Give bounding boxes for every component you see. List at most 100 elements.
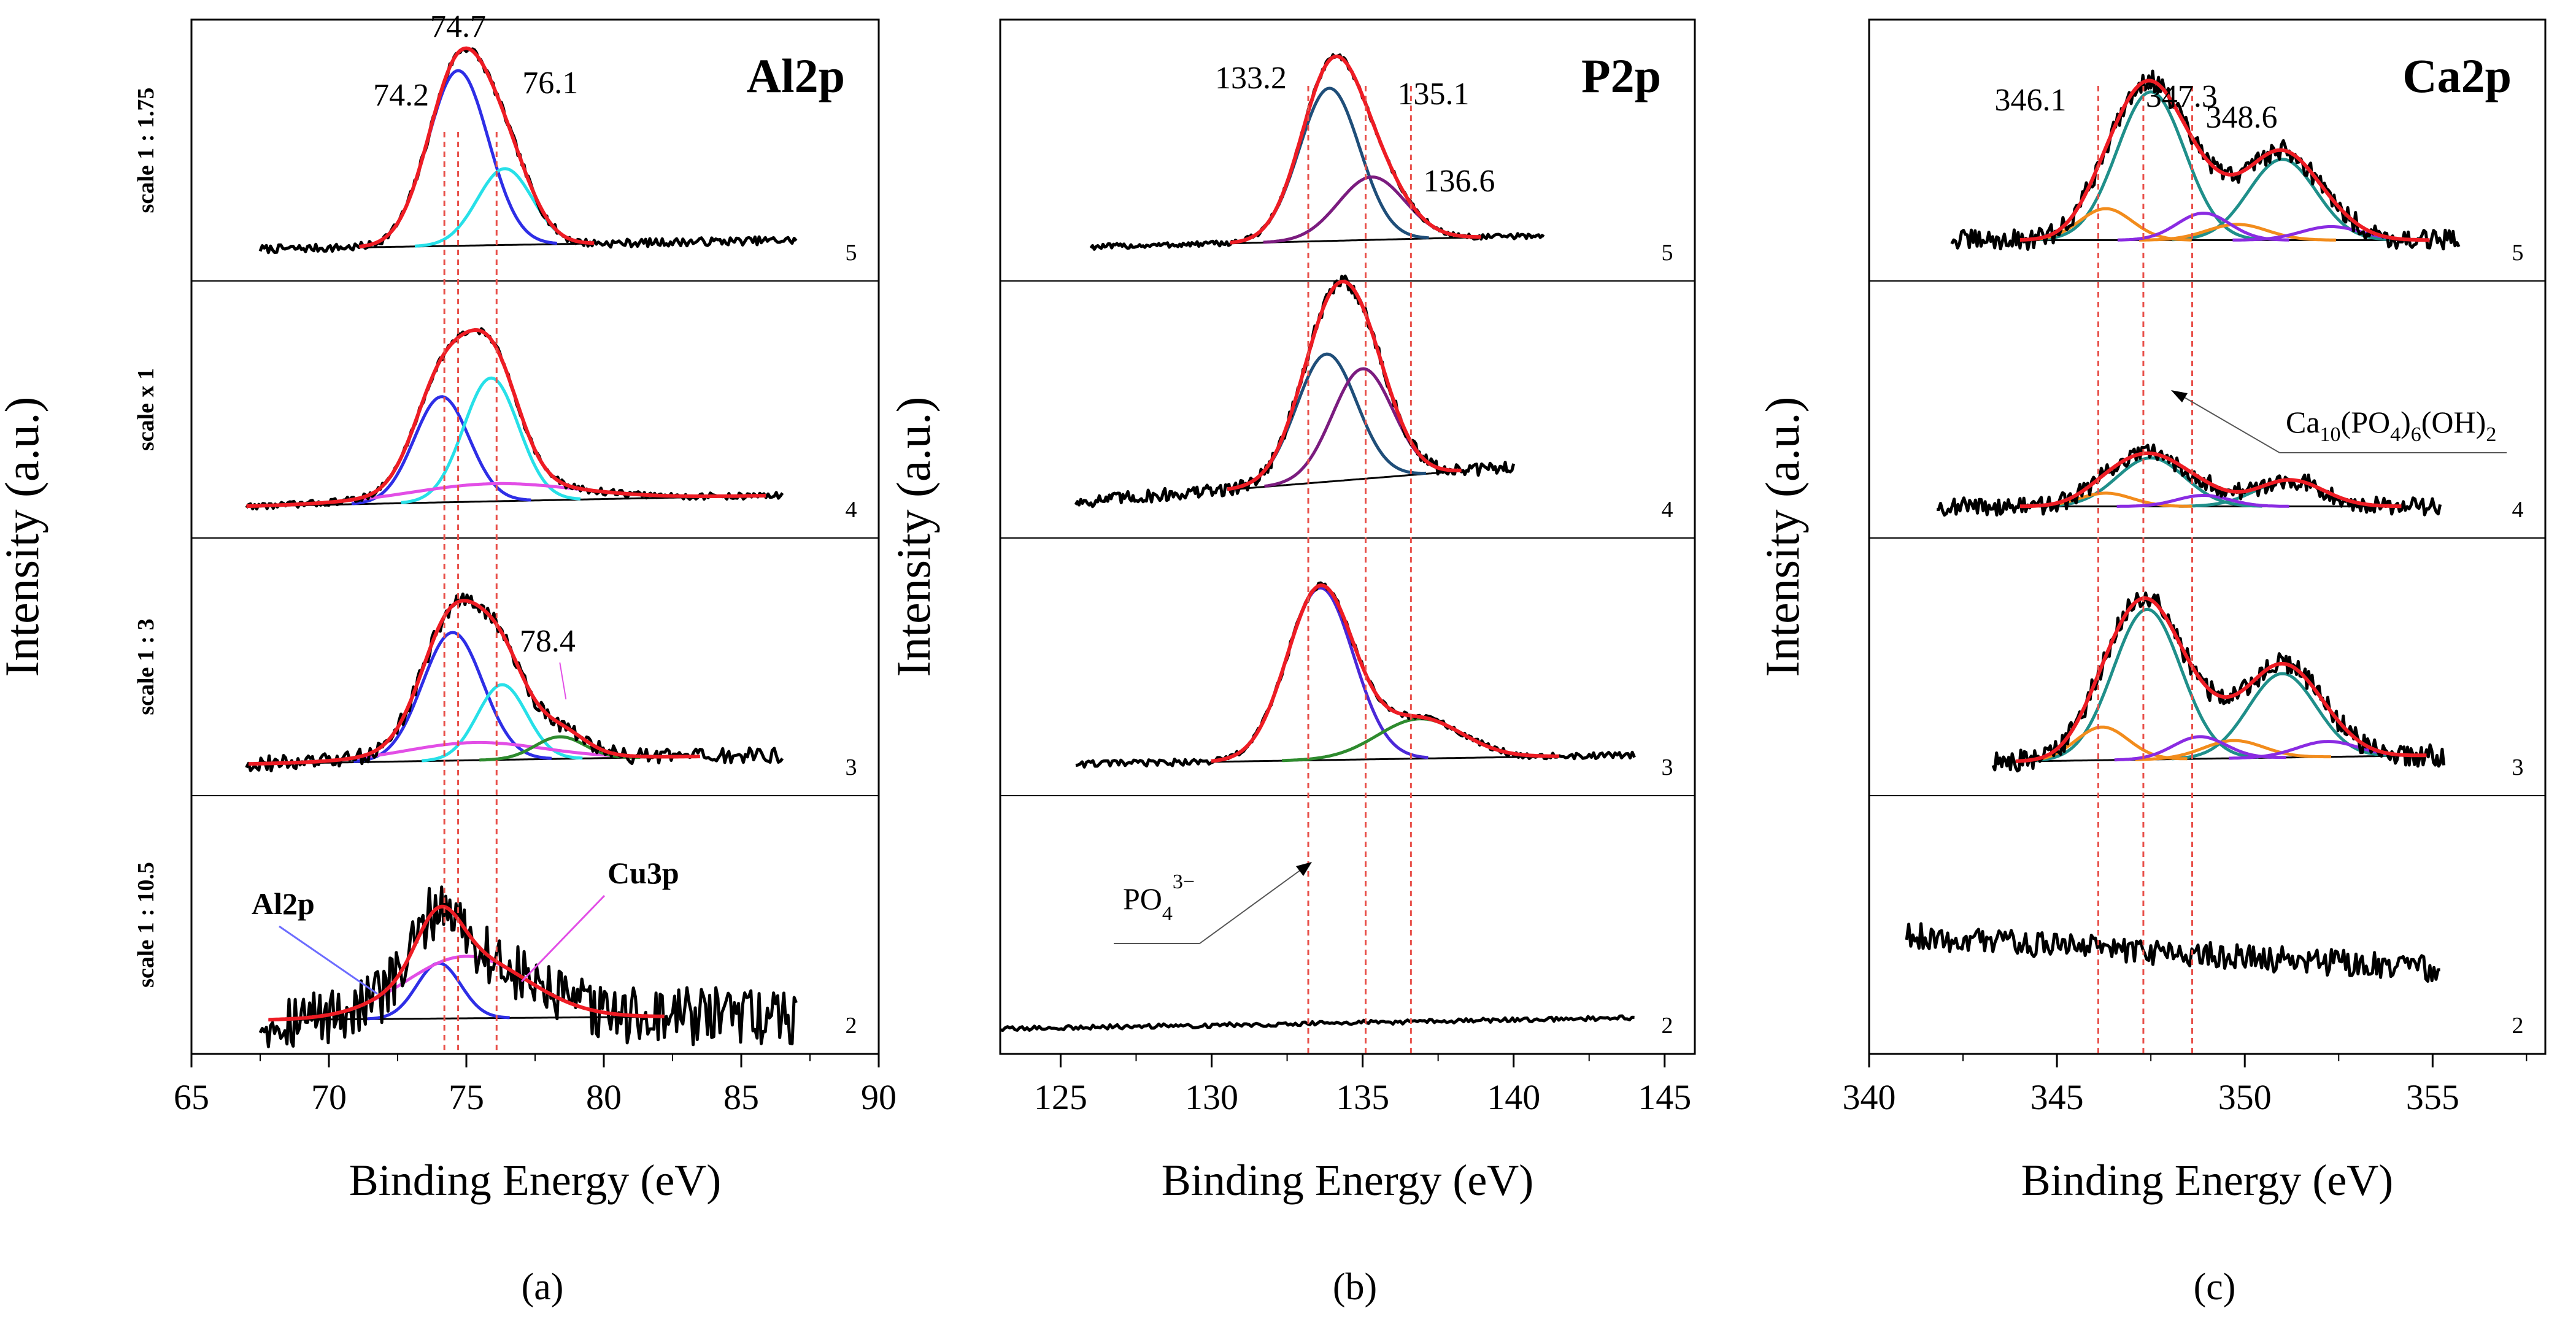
spectrum-row-3 [1991, 591, 2446, 773]
spectrum-row-3 [1075, 581, 1636, 769]
component-label-al2p: Al2p [252, 886, 315, 921]
sample-number: 2 [1662, 1013, 1673, 1039]
component-peak [351, 395, 531, 505]
x-tick-label: 140 [1487, 1077, 1540, 1117]
x-tick-label: 355 [2406, 1077, 2459, 1117]
component-peak [2172, 158, 2393, 242]
y-axis-title: Intensity (a.u.) [1756, 396, 1809, 677]
peak-label: 346.1 [1994, 83, 2066, 118]
spectrum-row-5 [1089, 53, 1545, 251]
component-peak [2138, 223, 2336, 242]
raw-spectrum [1074, 274, 1516, 509]
raw-spectrum [1075, 581, 1636, 769]
panel-title: Al2p [747, 49, 845, 102]
formula-part: 4 [2390, 423, 2401, 446]
formula-part: (OH) [2421, 405, 2486, 439]
x-tick-label: 65 [174, 1077, 209, 1117]
panel-title: P2p [1581, 49, 1661, 102]
x-axis-title: Binding Energy (eV) [2021, 1156, 2394, 1205]
formula-part: 10 [2320, 423, 2341, 446]
sample-number: 2 [846, 1013, 857, 1039]
fitted-envelope [1211, 583, 1559, 763]
panel-a: 65 70 75 80 85 90 Binding Energy (eV) (a) Intens… [0, 9, 897, 1308]
spectrum-row-2 [1905, 922, 2440, 983]
sample-number: 5 [1662, 240, 1673, 266]
x-tick-label: 75 [449, 1077, 484, 1117]
annotation-leader [279, 925, 378, 995]
panel-tag: (c) [2194, 1266, 2236, 1308]
x-tick-label: 345 [2030, 1077, 2084, 1117]
x-axis-title: Binding Energy (eV) [1162, 1156, 1534, 1205]
annotation-leader [2181, 395, 2280, 453]
spectrum-row-4 [1937, 443, 2442, 517]
fitted-envelope [358, 46, 595, 248]
peak-label: 133.2 [1215, 61, 1287, 96]
component-peak [1264, 367, 1462, 488]
background-line [1211, 755, 1560, 763]
sample-number: 3 [846, 755, 857, 780]
fitted-envelope [1227, 279, 1462, 491]
component-peak [353, 631, 552, 763]
spectrum-row-2 [1000, 1014, 1635, 1032]
panel-title: Ca2p [2402, 49, 2512, 102]
component-peak [2117, 211, 2289, 242]
raw-spectrum [1000, 1014, 1635, 1032]
formula-part: (PO [2341, 405, 2391, 439]
sample-number: 4 [1662, 497, 1673, 523]
formula-part: ) [2401, 405, 2411, 439]
po4-main: PO [1123, 882, 1162, 916]
annotation-leader [559, 662, 567, 700]
scale-label: scale x 1 [133, 368, 159, 451]
y-axis-title: Intensity (a.u.) [0, 396, 48, 677]
po4-sup: 3− [1173, 870, 1195, 893]
fitted-envelope [2019, 79, 2430, 242]
formula-part: 2 [2486, 423, 2496, 446]
fitted-envelope [2019, 451, 2402, 509]
peak-label: 347.3 [2146, 79, 2218, 114]
po4-sub: 4 [1162, 902, 1173, 925]
peak-label: 76.1 [522, 66, 578, 101]
x-tick-label: 350 [2218, 1077, 2272, 1117]
species-label-hydroxyapatite: Ca10(PO4)6(OH)2 [2286, 405, 2496, 446]
peak-label: 348.6 [2206, 100, 2278, 135]
x-tick-label: 340 [1843, 1077, 1896, 1117]
x-tick-label: 80 [586, 1077, 622, 1117]
component-peak [2116, 494, 2289, 508]
fitted-envelope [248, 599, 700, 766]
component-peak [2036, 607, 2259, 763]
fitted-envelope [1230, 54, 1481, 245]
component-peak [2171, 672, 2394, 761]
peak-label: 74.7 [430, 9, 486, 44]
spectrum-row-4 [1074, 274, 1516, 509]
background-line [2015, 754, 2427, 763]
panel-tag: (b) [1333, 1266, 1377, 1308]
sample-number: 5 [846, 240, 857, 266]
x-tick-label: 90 [861, 1077, 897, 1117]
x-tick-label: 135 [1336, 1077, 1389, 1117]
sample-number: 3 [2512, 755, 2524, 780]
component-peak [401, 376, 581, 504]
background-line [359, 242, 595, 248]
peak-label: 135.1 [1398, 77, 1470, 112]
spectrum-row-4 [245, 327, 784, 511]
x-tick-label: 70 [311, 1077, 347, 1117]
raw-spectrum [1905, 922, 2440, 983]
annotation-leader [520, 894, 606, 983]
panel-tag: (a) [522, 1266, 564, 1308]
component-peak [421, 683, 583, 763]
component-peak [479, 735, 641, 762]
peak-label: 74.2 [373, 78, 429, 113]
fitted-envelope [2015, 596, 2427, 763]
component-peak [1227, 352, 1427, 491]
component-peak [1211, 586, 1429, 763]
species-label-po4: PO43− [1123, 870, 1195, 925]
x-tick-label: 85 [723, 1077, 759, 1117]
sample-number: 4 [846, 497, 857, 523]
x-tick-label: 125 [1034, 1077, 1087, 1117]
fitted-envelope [246, 328, 766, 509]
sample-number: 5 [2512, 240, 2524, 266]
formula-part: Ca [2286, 405, 2320, 439]
raw-spectrum [258, 885, 798, 1048]
peak-label: 78.4 [520, 624, 576, 659]
